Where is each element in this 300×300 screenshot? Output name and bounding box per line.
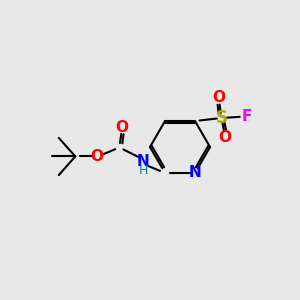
Text: N: N	[137, 154, 150, 169]
Text: O: O	[212, 89, 226, 104]
Text: O: O	[91, 149, 104, 164]
Text: S: S	[215, 109, 227, 127]
Text: F: F	[242, 109, 252, 124]
Text: N: N	[189, 166, 201, 181]
Text: O: O	[218, 130, 232, 145]
Text: H: H	[139, 164, 148, 177]
Text: O: O	[115, 120, 128, 135]
